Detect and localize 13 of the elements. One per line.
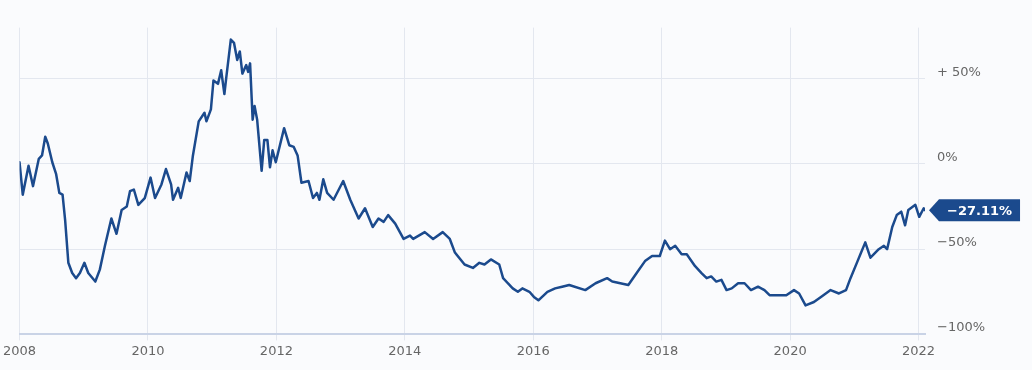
x-tick-label: 2012 [259, 342, 293, 358]
x-tick-label: 2016 [516, 342, 550, 358]
y-tick-label: −50% [937, 234, 977, 250]
x-tick-label: 2018 [645, 342, 679, 358]
annotation: −27.11% [947, 202, 1013, 218]
x-tick-label: 2014 [388, 342, 422, 358]
x-tick-label: 2022 [902, 342, 936, 358]
y-tick-label: −100% [937, 319, 986, 335]
y-tick-label: 0% [937, 148, 958, 164]
y-tick-label: + 50% [937, 63, 981, 79]
x-tick-label: 2008 [3, 342, 37, 358]
x-tick-label: 2010 [131, 342, 165, 358]
x-tick-label: 2020 [773, 342, 807, 358]
